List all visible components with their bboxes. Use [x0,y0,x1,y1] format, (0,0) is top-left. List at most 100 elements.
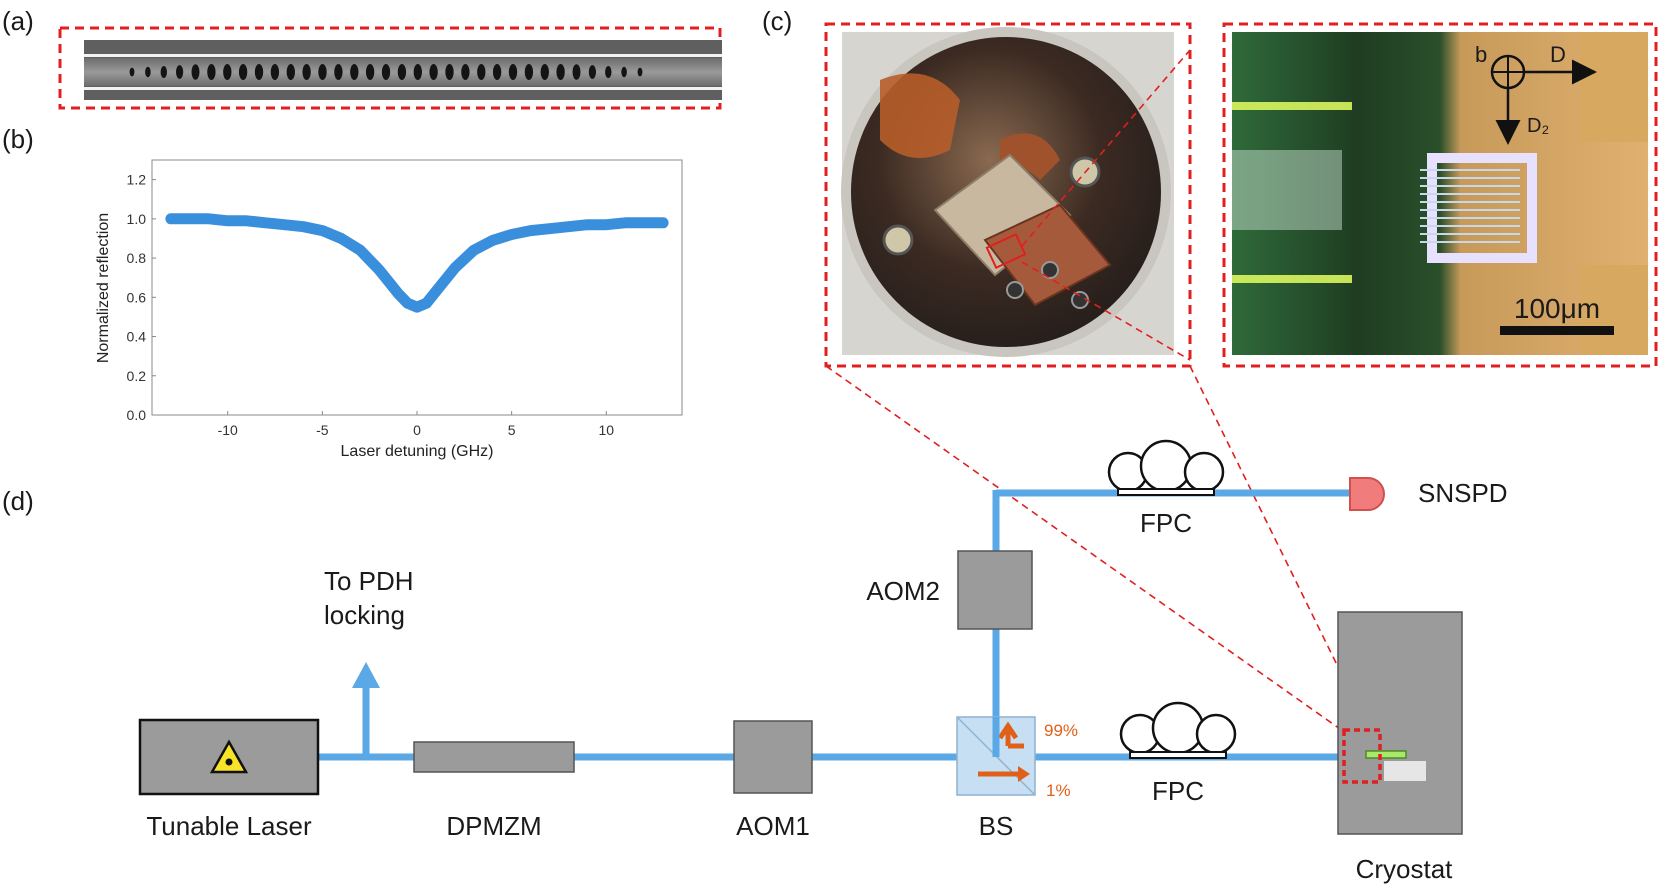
y-tick-label: 0.8 [127,250,147,266]
sem-hole [572,64,581,80]
reflection-chart: 0.0 0.2 0.4 0.6 0.8 1.0 1.2 -10 -5 0 5 10 Laser de… [95,159,683,460]
panel-label-b: (b) [2,124,34,154]
device-pad [1427,153,1537,263]
x-tick-label: 10 [598,422,614,438]
cryostat-zoom-line-right [1189,365,1373,737]
sem-hole [145,66,151,78]
sample-mount [933,153,1072,277]
sem-gap-top [84,54,722,57]
sem-hole [637,67,643,77]
sem-hole [302,64,311,80]
scale-bar-label: 100μm [1514,293,1600,324]
y-tick-label: 0.0 [127,407,147,423]
copper-braid [1000,133,1060,180]
sem-hole [524,64,534,80]
sem-hole [429,64,438,80]
micrograph: b D D₂ 100μm [1222,22,1658,368]
y-tick-label: 0.2 [127,368,147,384]
cryostat-rim [841,27,1171,357]
fpc-bottom: FPC [1119,701,1237,806]
fpc-top-label: FPC [1140,508,1192,538]
micrograph-frame [1222,22,1658,368]
panel-label-c: (c) [762,6,792,36]
snspd-detector-icon [1349,477,1385,511]
aom1-box [733,720,813,794]
screw-3 [1041,261,1059,279]
aom2-label: AOM2 [866,576,940,606]
tunable-laser-label: Tunable Laser [146,811,312,841]
b-label: b [1475,42,1487,67]
fpc-top-loop-2 [1139,439,1193,493]
x-ticks: -10 -5 0 5 10 [218,411,614,438]
y-tick-label: 1.0 [127,211,147,227]
bs-1-percent: 1% [1046,781,1071,800]
d2-label: D₂ [1527,115,1549,137]
screw-1 [882,224,914,256]
sem-hole [238,64,248,80]
dpmzm-label: DPMZM [446,811,541,841]
bs-reflect-arrow [997,721,1024,749]
sem-hole [413,64,422,80]
sem-hole [508,64,518,80]
photo-zoom-line-2 [1021,261,1191,361]
fpc-bottom-loop-3 [1195,713,1237,755]
y-tick-label: 1.2 [127,172,147,188]
copper-foil [880,73,960,158]
fpc-bottom-label: FPC [1152,776,1204,806]
dpmzm-box [413,741,575,773]
sem-image-frame [58,26,722,110]
sem-hole [540,64,549,80]
sem-hole [176,65,184,79]
sem-hole [461,64,470,80]
sem-hole [129,67,135,77]
sem-hole [350,64,359,80]
fiber-glow-top [1232,102,1352,110]
cryostat-device [1365,750,1407,759]
x-axis-label: Laser detuning (GHz) [341,443,494,460]
snspd: SNSPD [1349,477,1508,511]
device-slot-top [1580,32,1648,142]
bs-label: BS [979,811,1014,841]
sem-hole [556,64,565,80]
sem-holes [129,64,643,80]
bs-transmit-arrow-head [1018,766,1030,782]
plot-frame [151,159,683,416]
panel-label-a: (a) [2,6,34,36]
fpc-bottom-base [1129,751,1227,759]
sem-hole [381,64,391,80]
cryostat-label: Cryostat [1356,854,1454,884]
aom2-box [957,550,1033,630]
fpc-bottom-loop-2 [1151,701,1205,755]
sem-hole [160,66,167,78]
fpc-top-base [1117,488,1215,496]
laser-warning-icon [209,739,249,774]
fpc-top-loop-3 [1183,451,1225,493]
device-slot-bottom [1580,265,1648,355]
x-tick-label: 0 [413,422,421,438]
cryostat-photo [824,22,1192,368]
sem-hole [318,64,327,80]
fiber-core [1232,150,1342,230]
cryostat-zoom-line-left [825,365,1351,737]
cryostat-zoom-box [1342,728,1382,784]
device-nanobeams [1420,169,1520,243]
sem-image [58,26,722,110]
sem-hole [365,64,375,80]
sem-hole [207,64,216,80]
pdh-label-line2: locking [324,600,405,630]
beam-splitter: 99% 1% BS [956,716,1078,841]
y-ticks: 0.0 0.2 0.4 0.6 0.8 1.0 1.2 [127,172,156,423]
laser-warning-dot [225,758,233,766]
cryostat-photo-frame [824,22,1192,368]
sem-hole [223,64,232,80]
sem-gap-bottom [84,87,722,90]
sem-hole [445,64,454,80]
snspd-label: SNSPD [1418,478,1508,508]
photo-zoom-box [985,232,1027,270]
sem-hole [397,64,407,80]
panel-label-d: (d) [2,486,34,516]
x-tick-label: -5 [316,422,329,438]
scale-bar [1500,326,1614,335]
sem-hole [254,64,264,80]
x-tick-label: 5 [508,422,516,438]
